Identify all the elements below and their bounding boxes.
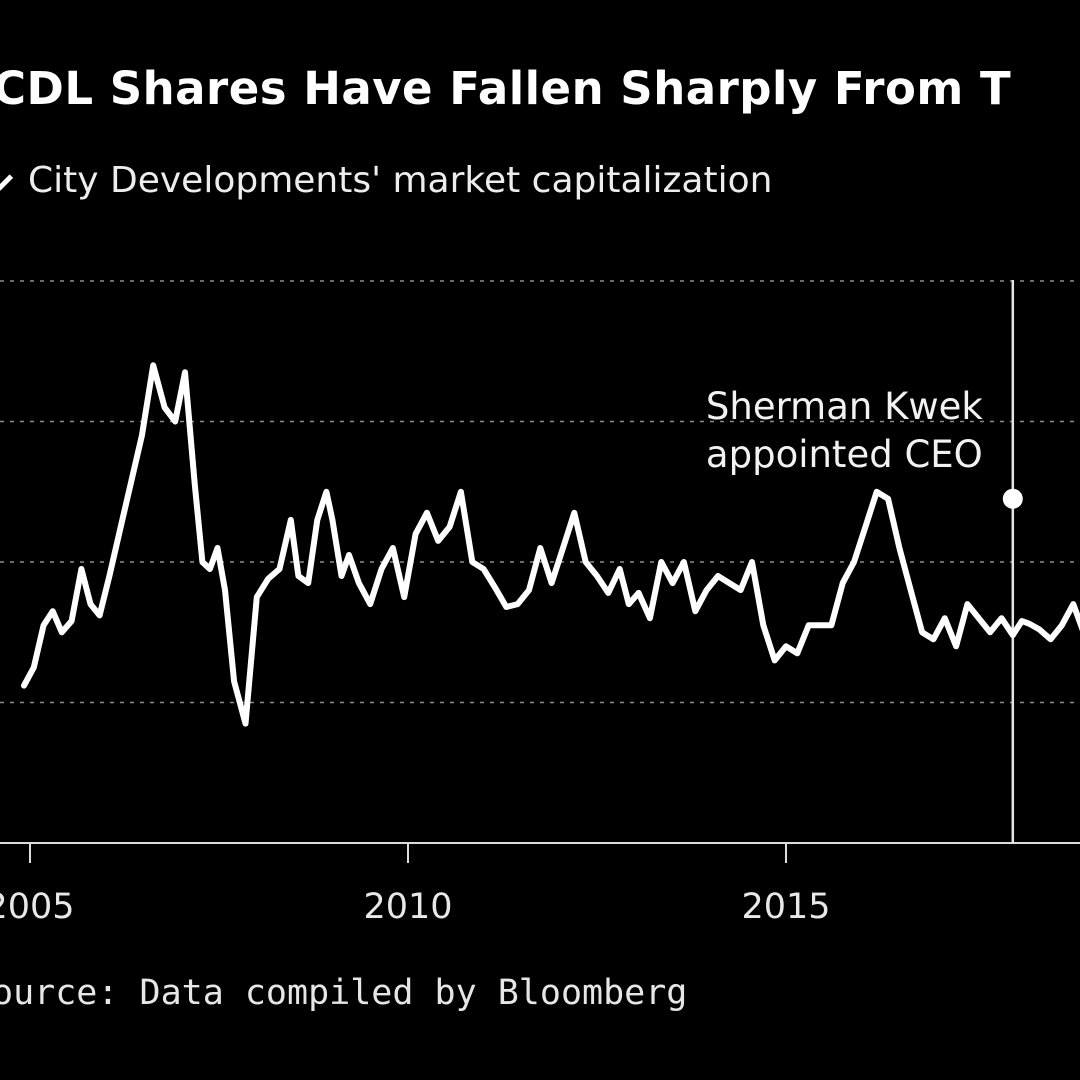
annotation-marker xyxy=(1002,488,1023,509)
legend: City Developments' market capitalization xyxy=(0,160,772,201)
x-tick-label-2010: 2010 xyxy=(363,887,452,927)
annotation-label-line-1: Sherman Kwek xyxy=(706,385,983,428)
source-note: ource: Data compiled by Bloomberg xyxy=(0,973,688,1013)
x-tick-label-2015: 2015 xyxy=(741,887,830,927)
x-axis-ticks: 2005 2010 2015 xyxy=(0,843,831,927)
chart-title: CDL Shares Have Fallen Sharply From T xyxy=(0,62,1012,115)
annotation-label-line-2: appointed CEO xyxy=(706,433,983,476)
x-tick-label-2005: 2005 xyxy=(0,887,75,927)
legend-label: City Developments' market capitalization xyxy=(28,160,773,201)
gridlines xyxy=(0,280,1080,704)
series-line-market-cap xyxy=(21,362,1080,727)
